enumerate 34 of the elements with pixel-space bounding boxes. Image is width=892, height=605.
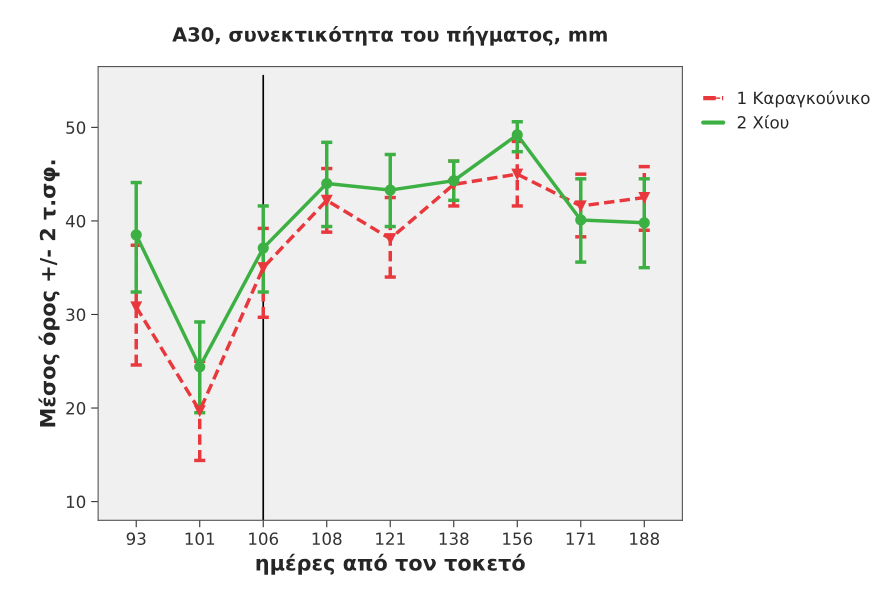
point [321, 178, 332, 190]
point [258, 262, 269, 274]
x-tick-label: 171 [566, 532, 596, 545]
x-tick-label: 156 [503, 532, 532, 546]
legend-label: 2 Χίου [738, 115, 788, 129]
x-tick-label: 106 [249, 532, 278, 546]
legend-label: 1 Καραγκούνικο [738, 90, 870, 108]
x-tick-label: 108 [312, 532, 342, 546]
point [130, 229, 142, 241]
y-tick-label: 40 [66, 214, 86, 228]
point [321, 194, 332, 206]
point [258, 242, 269, 254]
y-tick-label: 20 [66, 402, 86, 415]
point [575, 214, 586, 226]
chart-title: A30, συνεκτικότητα του πήγματος, mm [172, 26, 607, 46]
x-tick-label: 188 [630, 532, 660, 546]
point [512, 168, 523, 180]
y-tick-label: 30 [66, 308, 86, 322]
point [575, 200, 586, 212]
point [638, 192, 650, 204]
point [638, 217, 650, 228]
x-tick-label: 93 [126, 532, 146, 546]
y-tick-label: 50 [66, 121, 86, 134]
y-axis-title: Μέσος όρος +/- 2 τ.σφ. [38, 160, 60, 426]
x-tick-label: 101 [186, 532, 214, 546]
point [384, 184, 396, 196]
y-tick-label: 10 [66, 496, 86, 508]
point [448, 175, 460, 186]
x-axis-title: ημέρες από τον τοκετό [256, 554, 525, 575]
point [194, 361, 206, 372]
x-tick-label: 121 [376, 532, 405, 545]
x-tick-label: 138 [440, 532, 469, 546]
point [194, 405, 206, 416]
point [512, 129, 523, 140]
